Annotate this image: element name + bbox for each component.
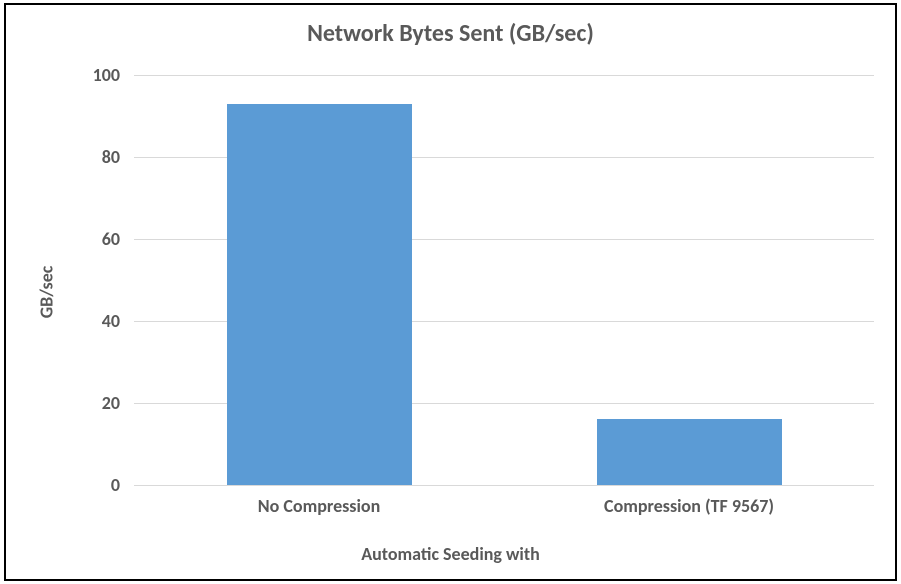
y-tick-label: 40 (74, 310, 134, 332)
x-tick-label: No Compression (258, 485, 380, 517)
plot-area: 020406080100No CompressionCompression (T… (134, 75, 874, 485)
y-tick-label: 60 (74, 228, 134, 250)
y-axis-title: GB/sec (35, 266, 57, 319)
chart-title: Network Bytes Sent (GB/sec) (6, 19, 895, 48)
chart-container: Network Bytes Sent (GB/sec) GB/sec 02040… (4, 3, 897, 581)
gridline (134, 75, 874, 76)
y-tick-label: 20 (74, 392, 134, 414)
x-tick-label: Compression (TF 9567) (604, 485, 774, 517)
y-tick-label: 100 (74, 64, 134, 86)
x-axis-title: Automatic Seeding with (6, 543, 895, 565)
bar (597, 419, 782, 485)
y-tick-label: 0 (74, 474, 134, 496)
bar (227, 104, 412, 485)
y-tick-label: 80 (74, 146, 134, 168)
